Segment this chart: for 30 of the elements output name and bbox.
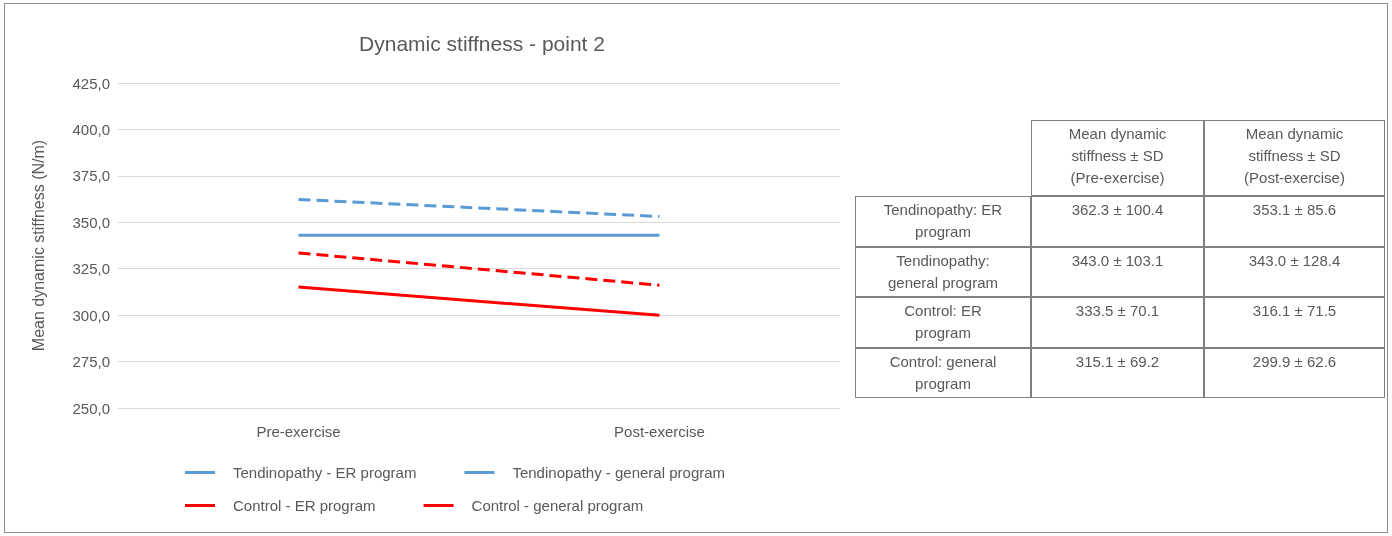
text: Mean dynamic stiffness ± SD (Pre-exercise) xyxy=(1031,120,1204,196)
text: Tendinopathy: ER program xyxy=(855,196,1031,247)
text: 343.0 ± 103.1 xyxy=(1031,246,1204,297)
text: 316.1 ± 71.5 xyxy=(1204,297,1385,348)
text: Control: ER program xyxy=(855,297,1031,348)
text: Tendinopathy: general program xyxy=(855,246,1031,297)
legend-label: Control - ER program xyxy=(233,497,376,514)
text: Control: general program xyxy=(855,347,1031,398)
y-tick-label: 300,0 xyxy=(72,306,110,324)
legend-label: Tendinopathy - general program xyxy=(512,464,726,481)
text: 353.1 ± 85.6 xyxy=(1204,196,1385,247)
y-tick-label: 275,0 xyxy=(72,353,110,371)
chart-title: Dynamic stiffness - point 2 xyxy=(359,32,605,55)
y-tick-label: 350,0 xyxy=(72,213,110,231)
y-tick-label: 325,0 xyxy=(72,260,110,278)
text: 362.3 ± 100.4 xyxy=(1031,196,1204,247)
legend-label: Control - general program xyxy=(471,497,644,514)
y-axis-title: Mean dynamic stiffness (N/m) xyxy=(29,139,47,352)
y-tick-label: 375,0 xyxy=(72,167,110,185)
x-tick-label: Post-exercise xyxy=(614,423,705,440)
y-tick-label: 425,0 xyxy=(72,74,110,92)
text: 315.1 ± 69.2 xyxy=(1031,347,1204,398)
text: Mean dynamic stiffness ± SD (Post-exercise) xyxy=(1204,120,1385,196)
x-tick-label: Pre-exercise xyxy=(256,423,341,440)
text: 299.9 ± 62.6 xyxy=(1204,347,1385,398)
y-tick-label: 250,0 xyxy=(72,399,110,417)
text: 333.5 ± 70.1 xyxy=(1031,297,1204,348)
text: 343.0 ± 128.4 xyxy=(1204,246,1385,297)
y-tick-label: 400,0 xyxy=(72,120,110,138)
legend-label: Tendinopathy - ER program xyxy=(233,464,417,481)
